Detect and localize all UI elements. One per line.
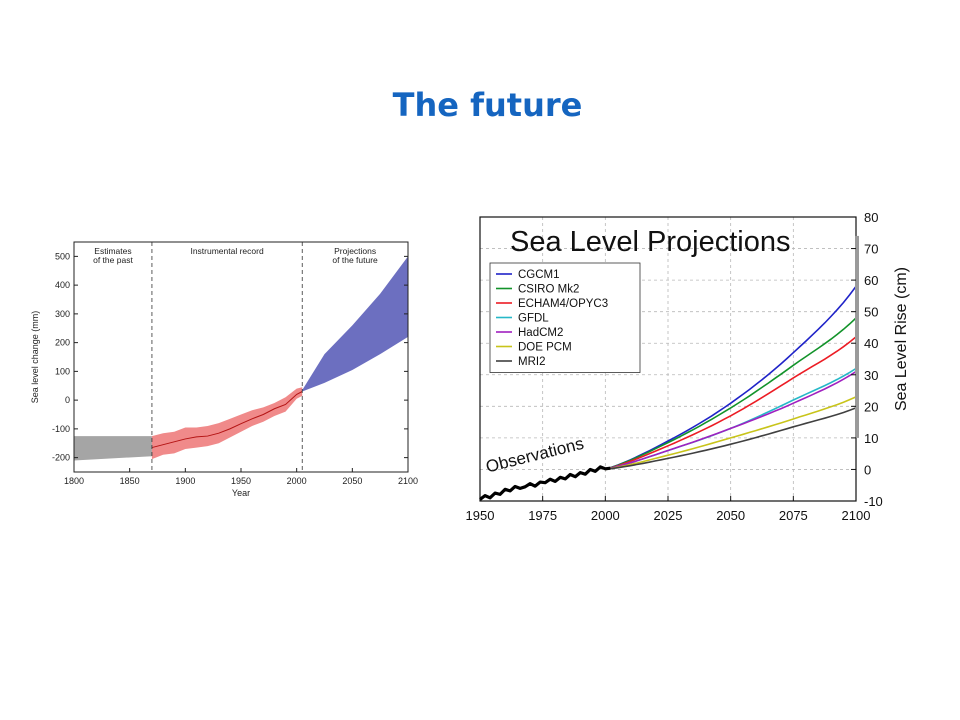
x-tick-label: 2050 (716, 508, 745, 523)
instrumental-record-line (151, 391, 303, 449)
legend-entry: MRI2 (518, 356, 545, 368)
period-label-2: Projections of the future (332, 246, 378, 265)
series-line-echam4-opyc3 (605, 336, 857, 471)
legend-entry: DOE PCM (518, 342, 572, 354)
x-tick-label: 1950 (231, 476, 251, 486)
projection-range-bar (855, 235, 859, 438)
series-line-doe-pcm (605, 396, 857, 471)
x-tick-label: 2000 (591, 508, 620, 523)
x-tick-label: 2050 (342, 476, 362, 486)
sea-level-projections-chart: Sea Level Projections CGCM1 CSIRO Mk2 ECHAM… (466, 210, 910, 523)
y-tick-label: 100 (55, 366, 70, 376)
y-tick-label: 10 (864, 431, 878, 446)
x-tick-label: 2000 (287, 476, 307, 486)
y-tick-label: 200 (55, 338, 70, 348)
past-band (74, 436, 152, 461)
x-tick-label: 2025 (654, 508, 683, 523)
y-tick-label: 300 (55, 309, 70, 319)
y-axis-label: Sea level change (mm) (30, 311, 40, 404)
x-tick-label: 1975 (528, 508, 557, 523)
y-tick-label: 400 (55, 280, 70, 290)
y-tick-label: 20 (864, 399, 878, 414)
chart-title: Sea Level Projections (510, 226, 791, 258)
y-tick-label: 40 (864, 336, 878, 351)
x-tick-label: 1800 (64, 476, 84, 486)
y-tick-label: 30 (864, 368, 878, 383)
x-tick-label: 2100 (842, 508, 871, 523)
y-tick-label: -100 (52, 424, 70, 434)
x-tick-label: 2100 (398, 476, 418, 486)
x-tick-label: 1900 (175, 476, 195, 486)
observations-line (479, 465, 611, 501)
series-line-cgcm1 (605, 285, 857, 471)
series-line-hadcm2 (605, 370, 857, 471)
legend-entry: CSIRO Mk2 (518, 284, 579, 296)
legend-entry: GFDL (518, 313, 549, 325)
page-title: The future (392, 86, 583, 124)
y-tick-label: 50 (864, 305, 878, 320)
historical-sea-level-chart: Estimates of the past Instrumental record P… (30, 241, 418, 498)
legend-entry: ECHAM4/OPYC3 (518, 298, 608, 310)
y-axis-label: Sea Level Rise (cm) (893, 267, 910, 411)
series-line-csiro-mk2 (605, 317, 857, 471)
legend-entry: HadCM2 (518, 327, 563, 339)
x-tick-label: 1950 (466, 508, 495, 523)
y-tick-label: 80 (864, 210, 878, 225)
projection-band (302, 256, 408, 392)
y-tick-label: -200 (52, 453, 70, 463)
y-tick-label: 60 (864, 273, 878, 288)
instrumental-band (151, 387, 303, 460)
y-tick-label: 500 (55, 251, 70, 261)
period-label-0: Estimates of the past (93, 246, 133, 265)
y-tick-label: 0 (864, 462, 871, 477)
y-tick-label: 70 (864, 242, 878, 257)
period-label-1: Instrumental record (190, 246, 263, 256)
x-tick-label: 1850 (120, 476, 140, 486)
y-tick-label: 0 (65, 395, 70, 405)
series-line-mri2 (605, 407, 857, 471)
x-axis-label: Year (232, 488, 250, 498)
x-tick-label: 2075 (779, 508, 808, 523)
legend-entry: CGCM1 (518, 269, 560, 281)
y-tick-label: -10 (864, 494, 883, 509)
legend-box (489, 262, 641, 373)
